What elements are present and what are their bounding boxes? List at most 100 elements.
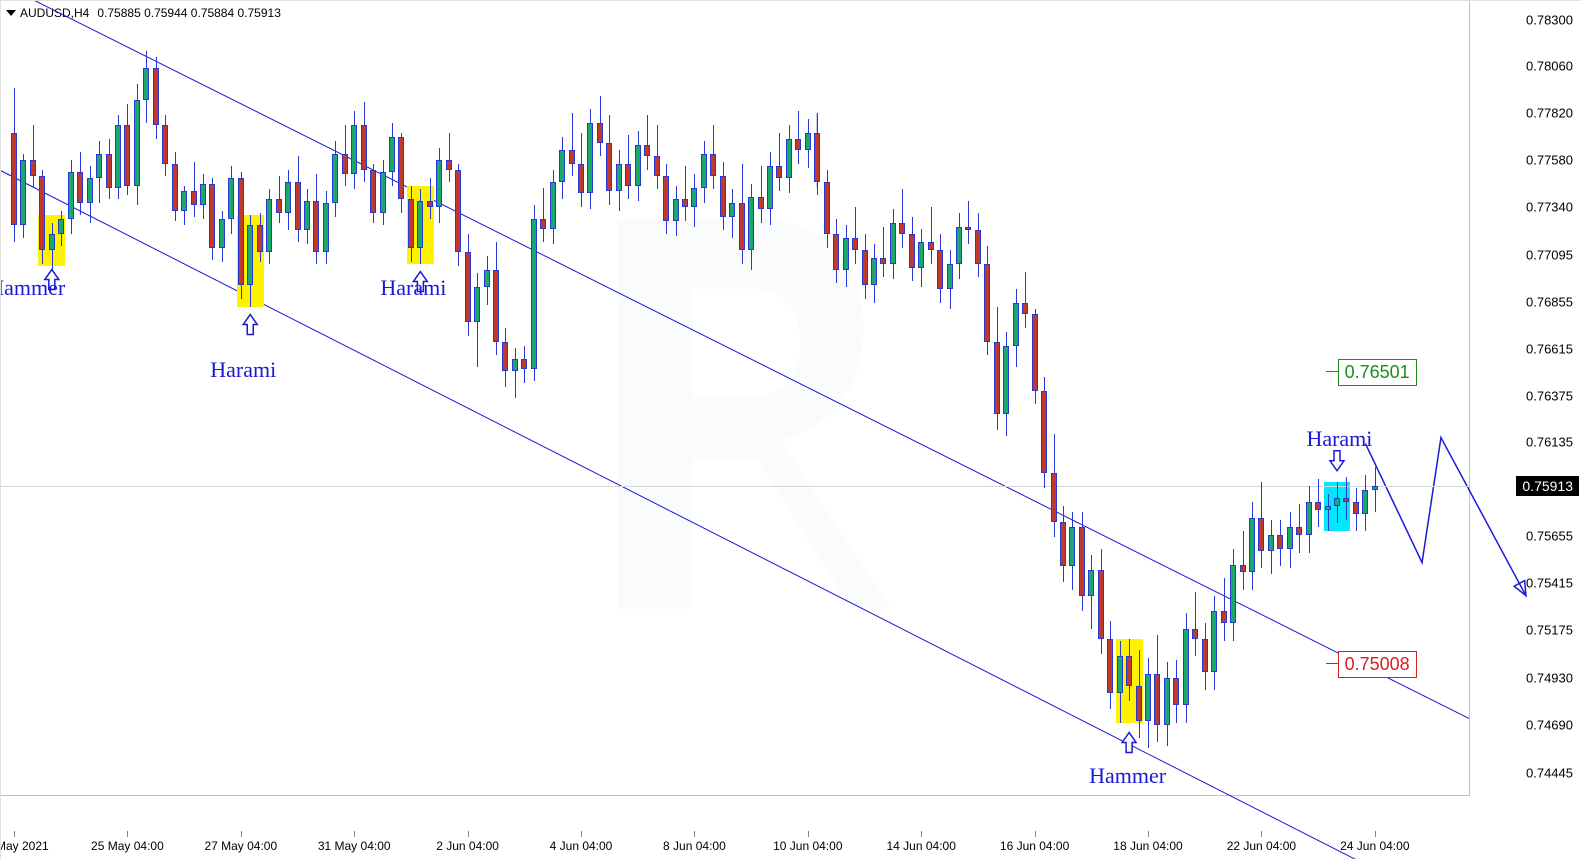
ann-harami-1: Harami: [210, 357, 276, 383]
candle-body: [928, 242, 934, 250]
yaxis-label: 0.77340: [1526, 200, 1573, 215]
candle-body: [370, 170, 376, 213]
candle-body: [172, 164, 178, 211]
candle-body: [994, 342, 1000, 414]
candle-body: [1287, 527, 1293, 548]
candle-body: [1126, 656, 1132, 685]
candle-body: [1230, 565, 1236, 624]
yaxis-label: 0.77095: [1526, 247, 1573, 262]
xaxis-tick: [581, 831, 582, 837]
xaxis-label: 22 Jun 04:00: [1227, 839, 1296, 853]
candle-body: [238, 178, 244, 285]
candle-body: [512, 359, 518, 371]
candle-body: [455, 170, 461, 252]
candle-body: [1051, 473, 1057, 522]
candle-body: [795, 139, 801, 151]
candle-body: [625, 164, 631, 185]
candle-body: [965, 227, 971, 231]
xaxis-label: 18 Jun 04:00: [1113, 839, 1182, 853]
candle-body: [153, 68, 159, 125]
candle-body: [569, 150, 575, 164]
candle-body: [20, 160, 26, 224]
xaxis-label: 24 Jun 04:00: [1340, 839, 1409, 853]
candle-body: [824, 182, 830, 235]
candle-body: [635, 145, 641, 186]
candle-body: [1154, 674, 1160, 725]
candle-body: [776, 166, 782, 178]
candle-wick: [779, 133, 780, 192]
candle-body: [361, 125, 367, 170]
candle-body: [899, 223, 905, 235]
candle-body: [1334, 498, 1340, 506]
candle-body: [389, 137, 395, 172]
xaxis-label: 25 May 04:00: [91, 839, 164, 853]
xaxis-tick: [468, 831, 469, 837]
candle-body: [1079, 527, 1085, 595]
yaxis-label: 0.76375: [1526, 388, 1573, 403]
candle-body: [767, 166, 773, 209]
candle-wick: [449, 133, 450, 182]
candle-body: [181, 191, 187, 211]
ann-hammer-1: Hammer: [0, 275, 65, 301]
candle-body: [1277, 535, 1283, 549]
candle-body: [1192, 629, 1198, 639]
candle-wick: [647, 115, 648, 170]
candle-body: [682, 199, 688, 207]
candle-body: [1069, 527, 1075, 566]
candle-body: [1032, 314, 1038, 390]
yaxis-label: 0.75175: [1526, 622, 1573, 637]
candle-wick: [1328, 494, 1329, 531]
candle-body: [1325, 506, 1331, 510]
candle-wick: [855, 207, 856, 264]
candle-body: [729, 203, 735, 217]
candle-body: [1173, 678, 1179, 705]
candle-body: [313, 201, 319, 252]
candle-body: [1136, 686, 1142, 721]
candle-body: [96, 154, 102, 177]
candle-body: [1343, 498, 1349, 502]
xaxis-label: 31 May 04:00: [318, 839, 391, 853]
candle-body: [1211, 611, 1217, 672]
candle-body: [786, 139, 792, 178]
candle-wick: [761, 166, 762, 223]
candle-body: [691, 188, 697, 208]
candle-body: [1258, 518, 1264, 551]
level-tick-lower-target: [1326, 663, 1338, 664]
candle-body: [191, 191, 197, 205]
candle-body: [587, 123, 593, 193]
plot-area[interactable]: [0, 0, 1470, 796]
candle-body: [436, 160, 442, 207]
candle-body: [446, 160, 452, 170]
candle-body: [739, 203, 745, 250]
candle-body: [701, 154, 707, 187]
candle-body: [654, 156, 660, 176]
xaxis-label: 4 Jun 04:00: [550, 839, 613, 853]
candle-body: [493, 270, 499, 342]
candle-wick: [1025, 272, 1026, 329]
current-price-badge: 0.75913: [1516, 476, 1579, 496]
candle-body: [58, 219, 64, 235]
candle-body: [1107, 639, 1113, 694]
yaxis-label: 0.78300: [1526, 12, 1573, 27]
candle-body: [1041, 391, 1047, 473]
ann-harami-2: Harami: [380, 275, 446, 301]
xaxis-tick: [1035, 831, 1036, 837]
yaxis-label: 0.75415: [1526, 576, 1573, 591]
candle-body: [550, 182, 556, 229]
candle-body: [1145, 674, 1151, 721]
candle-body: [398, 137, 404, 200]
candle-body: [1098, 570, 1104, 638]
candle-body: [408, 199, 414, 248]
candle-body: [11, 133, 17, 225]
candle-body: [417, 201, 423, 248]
candle-body: [1353, 502, 1359, 514]
current-price-line: [0, 486, 1469, 487]
candle-body: [720, 176, 726, 217]
xaxis-tick: [127, 831, 128, 837]
xaxis-tick: [1148, 831, 1149, 837]
candle-body: [502, 342, 508, 371]
xaxis-label: 2 Jun 04:00: [436, 839, 499, 853]
yaxis-label: 0.74930: [1526, 670, 1573, 685]
candle-body: [219, 219, 225, 248]
candle-body: [909, 234, 915, 267]
